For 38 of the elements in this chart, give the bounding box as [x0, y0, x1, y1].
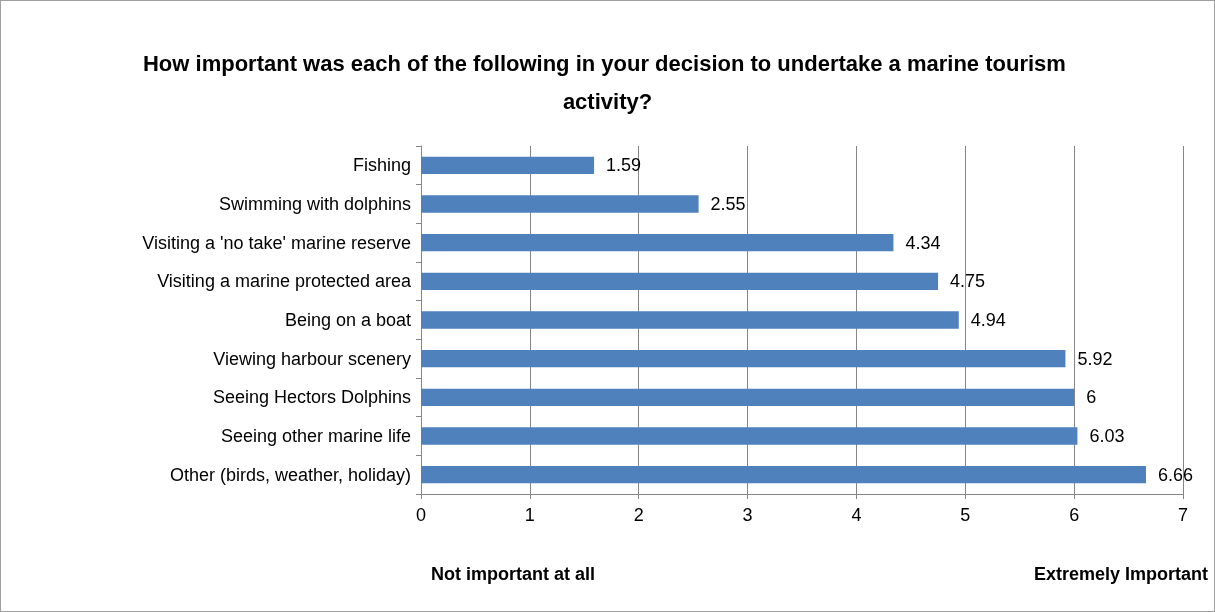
- data-label: 4.34: [905, 232, 941, 253]
- x-tick-label: 0: [415, 505, 427, 525]
- x-tick-label: 6: [1069, 505, 1080, 525]
- x-tick-label: 4: [851, 505, 862, 525]
- x-tick-label: 3: [742, 505, 753, 525]
- y-tick-label: Visiting a marine protected area: [157, 271, 412, 292]
- bar: [421, 388, 1075, 407]
- y-tick-label: Fishing: [352, 155, 411, 176]
- data-label: 6.03: [1089, 426, 1125, 446]
- y-tick-label: Seeing other marine life: [220, 426, 411, 446]
- bar: [421, 156, 595, 175]
- data-label: 4.75: [950, 271, 986, 292]
- x-tick-label: 1: [524, 505, 535, 525]
- data-label: 6: [1086, 387, 1097, 408]
- chart-title: How important was each of the following in your decision to undertake a marine tourism activity?: [142, 50, 1073, 114]
- data-label: 6.66: [1157, 464, 1194, 485]
- y-tick-label: Other (birds, weather, holiday): [169, 464, 411, 485]
- data-label: 4.94: [970, 310, 1006, 330]
- data-label: 1.59: [606, 155, 642, 176]
- bar: [421, 233, 894, 252]
- text: Not important at all: [431, 564, 596, 584]
- bar: [421, 195, 699, 213]
- y-tick-label: Viewing harbour scenery: [213, 348, 411, 369]
- bar: [421, 427, 1078, 445]
- x-tick-label: 5: [960, 505, 971, 525]
- x-tick-label: 2: [633, 505, 644, 525]
- data-label: 2.55: [710, 194, 746, 214]
- y-tick-label: Seeing Hectors Dolphins: [212, 387, 411, 408]
- bar: [421, 272, 939, 291]
- bar: [421, 311, 959, 329]
- text: Extremely Important: [1033, 564, 1209, 584]
- y-tick-label: Being on a boat: [284, 310, 411, 330]
- data-label: 5.92: [1077, 348, 1113, 369]
- x-tick-label: 7: [1177, 505, 1189, 525]
- y-tick-label: Swimming with dolphins: [218, 194, 411, 214]
- bar: [421, 465, 1146, 484]
- y-tick-label: Visiting a 'no take' marine reserve: [142, 232, 411, 253]
- bar: [421, 349, 1066, 368]
